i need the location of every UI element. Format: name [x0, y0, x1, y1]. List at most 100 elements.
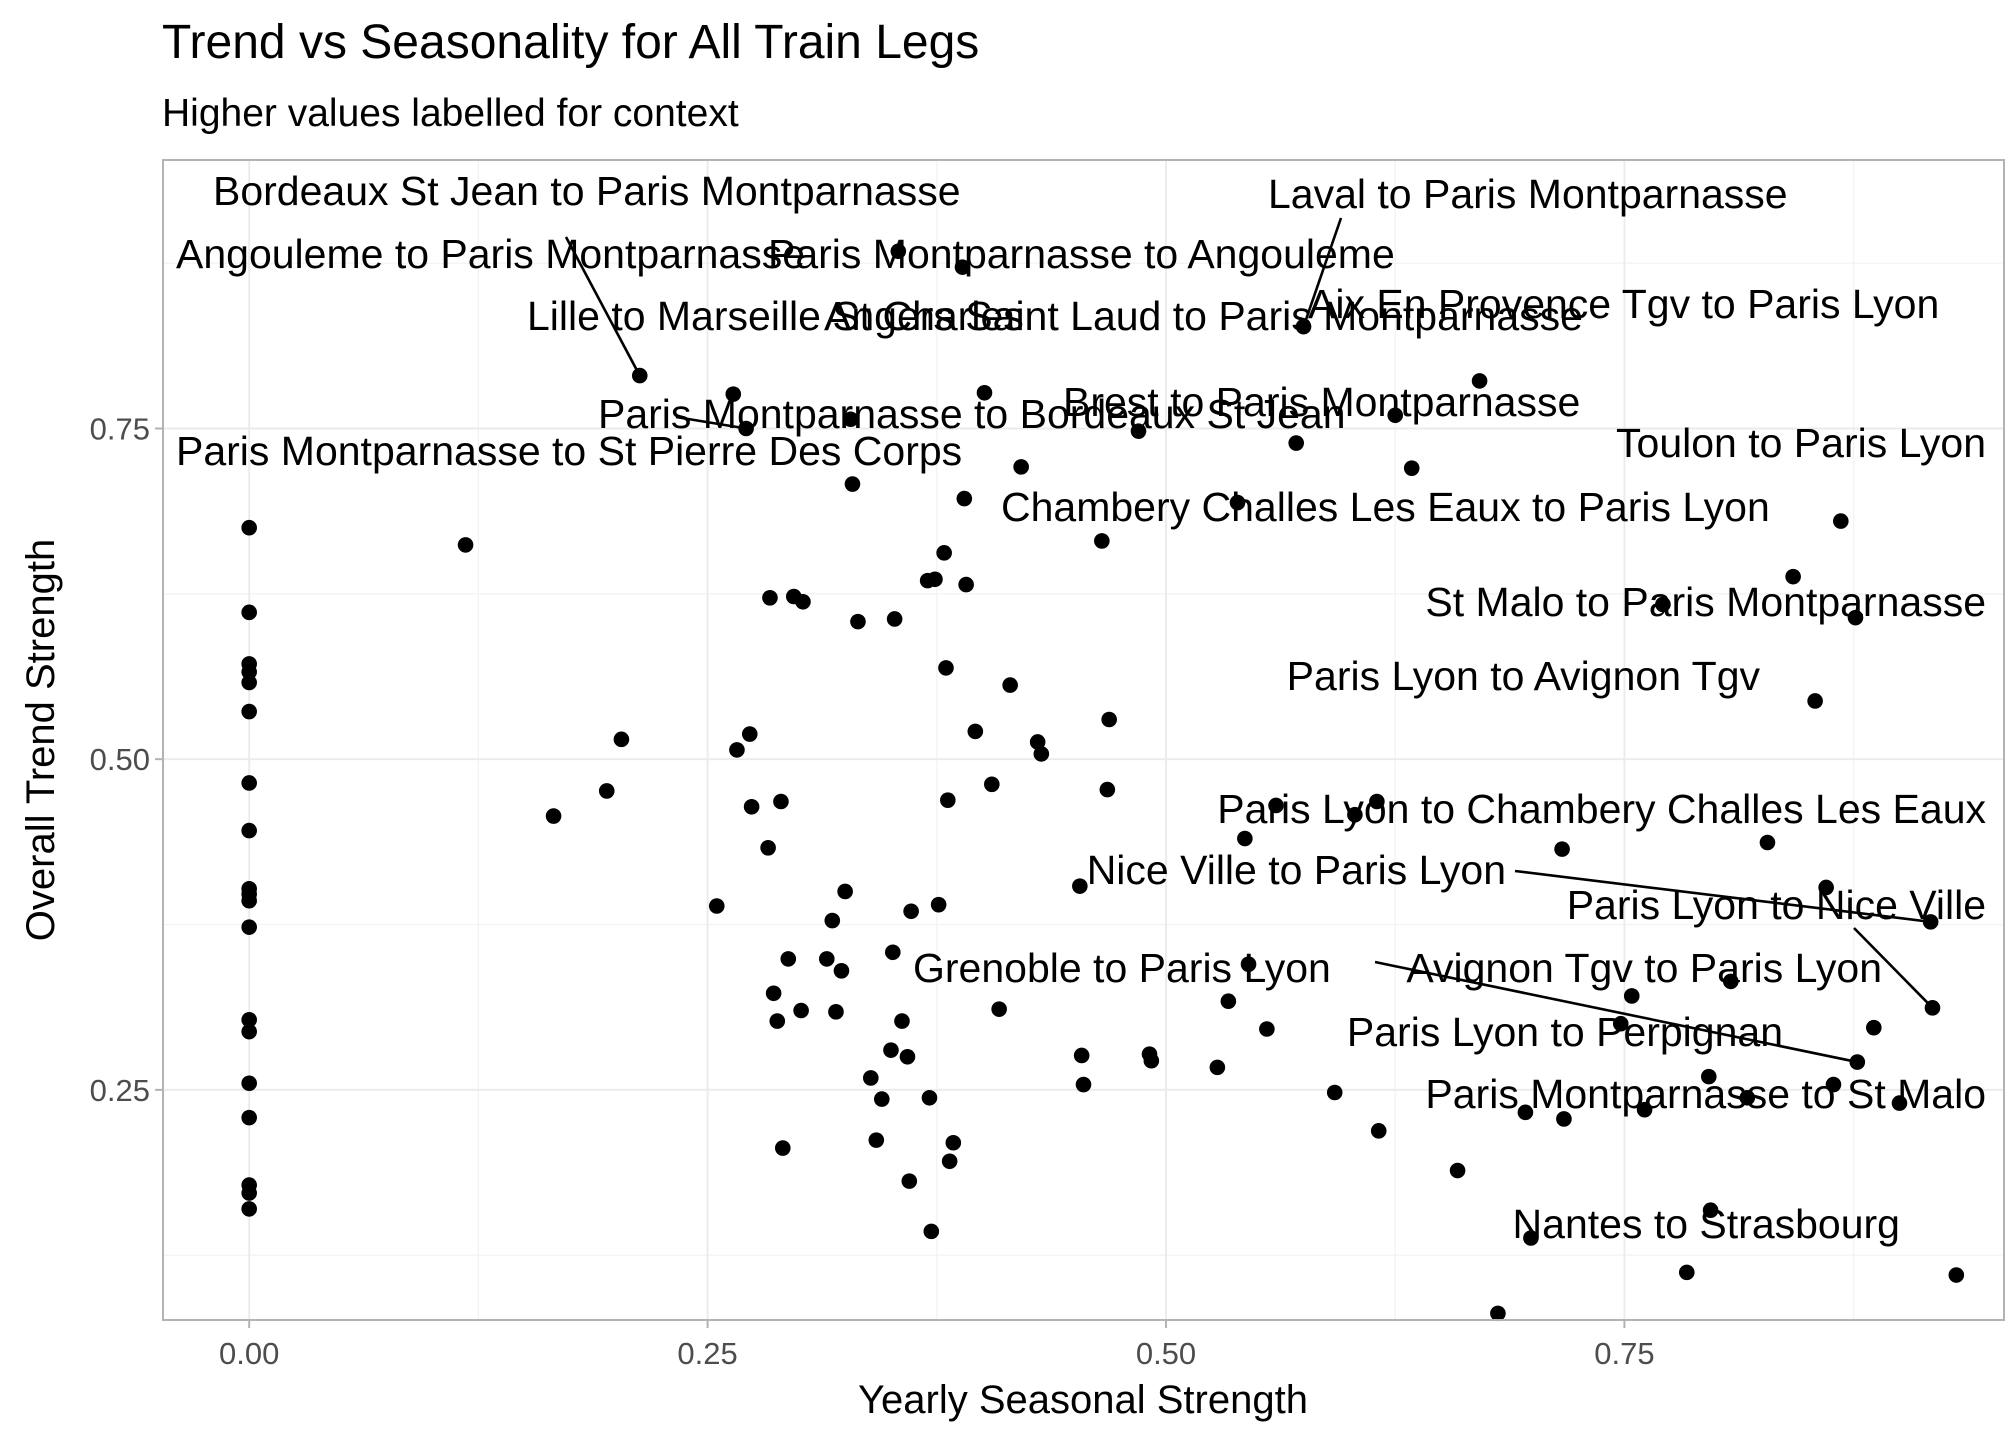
data-point: [1143, 1052, 1160, 1069]
data-point: [1517, 1104, 1534, 1121]
data-point: [743, 798, 760, 815]
leader-line: [1853, 927, 1934, 1009]
leader-line: [1302, 217, 1343, 328]
data-point: [1866, 1019, 1882, 1036]
data-point: [241, 822, 257, 839]
point-label: Aix En Provence Tgv to Paris Lyon: [1308, 281, 1939, 327]
point-label: Laval to Paris Montparnasse: [1268, 171, 1788, 217]
data-point: [241, 519, 257, 536]
leader-line: [1514, 869, 1931, 924]
point-label: Toulon to Paris Lyon: [1616, 420, 1986, 466]
data-point: [760, 839, 776, 856]
chart-title: Trend vs Seasonality for All Train Legs: [162, 16, 979, 69]
data-point: [241, 703, 257, 720]
data-point: [1101, 711, 1117, 728]
point-label: Paris Lyon to Perpignan: [1347, 1009, 1783, 1055]
data-point: [1523, 1230, 1539, 1246]
x-tick-label: 0.25: [677, 1336, 737, 1371]
data-point: [795, 593, 811, 610]
data-point: [837, 883, 853, 900]
data-point: [1268, 797, 1284, 814]
data-point: [862, 1070, 879, 1086]
data-point: [954, 259, 971, 275]
data-point: [793, 1002, 809, 1019]
data-point: [958, 576, 974, 593]
data-point: [1013, 459, 1029, 475]
data-point: [1849, 1054, 1866, 1070]
point-label: Nantes to Strasbourg: [1513, 1201, 1900, 1247]
data-point: [940, 792, 956, 808]
label-leader-lines: [564, 217, 1934, 1064]
data-point: [923, 1223, 940, 1240]
data-point: [945, 1134, 962, 1151]
data-point: [725, 386, 742, 402]
data-point: [936, 545, 952, 561]
data-point: [773, 793, 789, 810]
point-label: Paris Montparnasse to St Pierre Des Corp…: [176, 428, 962, 474]
data-point: [1033, 746, 1050, 762]
data-point: [774, 1140, 791, 1156]
data-point: [1700, 1068, 1717, 1085]
data-point: [1623, 988, 1640, 1004]
data-point: [241, 674, 257, 691]
x-tick-label: 0.00: [219, 1336, 279, 1371]
data-point: [1295, 318, 1312, 335]
data-point: [631, 367, 648, 384]
data-point: [1347, 806, 1363, 823]
data-point: [1948, 1267, 1965, 1283]
data-point: [1722, 973, 1739, 990]
data-point: [1554, 841, 1570, 857]
data-point: [1471, 373, 1488, 389]
point-labels: Bordeaux St Jean to Paris Montparnasse La…: [176, 168, 1987, 1247]
data-point: [241, 1023, 257, 1040]
data-point: [738, 420, 754, 437]
point-label: Nice Ville to Paris Lyon: [1087, 847, 1506, 893]
data-point: [1490, 1305, 1506, 1322]
y-tick-label: 0.50: [90, 742, 150, 777]
data-point: [241, 604, 257, 621]
leader-line: [675, 415, 747, 430]
data-point: [894, 1013, 910, 1029]
leader-line: [1374, 960, 1858, 1064]
data-point: [930, 896, 947, 913]
data-point: [1369, 793, 1385, 810]
data-point: [976, 384, 993, 401]
y-tick-label: 0.25: [90, 1073, 150, 1108]
data-point: [1075, 1076, 1092, 1093]
point-label: Brest to Paris Montparnasse: [1063, 379, 1580, 425]
data-point: [241, 1109, 257, 1126]
data-point: [598, 783, 615, 799]
data-point: [241, 892, 257, 909]
data-point: [1655, 596, 1671, 613]
data-point: [883, 1042, 899, 1058]
data-point: [927, 571, 943, 588]
point-label: Avignon Tgv to Paris Lyon: [1406, 945, 1882, 991]
data-point: [1825, 1076, 1842, 1093]
data-point: [1072, 878, 1088, 894]
data-point: [780, 951, 797, 967]
data-point: [991, 1001, 1007, 1017]
data-point: [1833, 513, 1849, 529]
data-point: [818, 951, 835, 967]
data-point: [1229, 494, 1246, 511]
point-label: St Malo to Paris Montparnasse: [1425, 579, 1986, 625]
data-point: [890, 243, 907, 260]
data-point: [241, 1201, 257, 1217]
data-point: [241, 775, 257, 791]
point-label: Angouleme to Paris Montparnasse: [176, 231, 805, 277]
point-label: Paris Lyon to Avignon Tgv: [1287, 653, 1761, 699]
data-point: [241, 919, 257, 935]
data-point: [884, 944, 901, 961]
data-point: [903, 903, 919, 920]
data-point: [1209, 1059, 1226, 1076]
data-point: [741, 726, 758, 742]
plot-panel-border: [162, 159, 2005, 1321]
point-label: Angers Saint Laud to Paris Montparnasse: [824, 293, 1583, 339]
data-point: [1785, 568, 1801, 585]
data-point: [241, 1075, 257, 1092]
chart-subtitle: Higher values labelled for context: [162, 92, 739, 135]
data-point: [1387, 407, 1404, 424]
data-point: [967, 723, 984, 740]
data-point: [1259, 1021, 1275, 1037]
